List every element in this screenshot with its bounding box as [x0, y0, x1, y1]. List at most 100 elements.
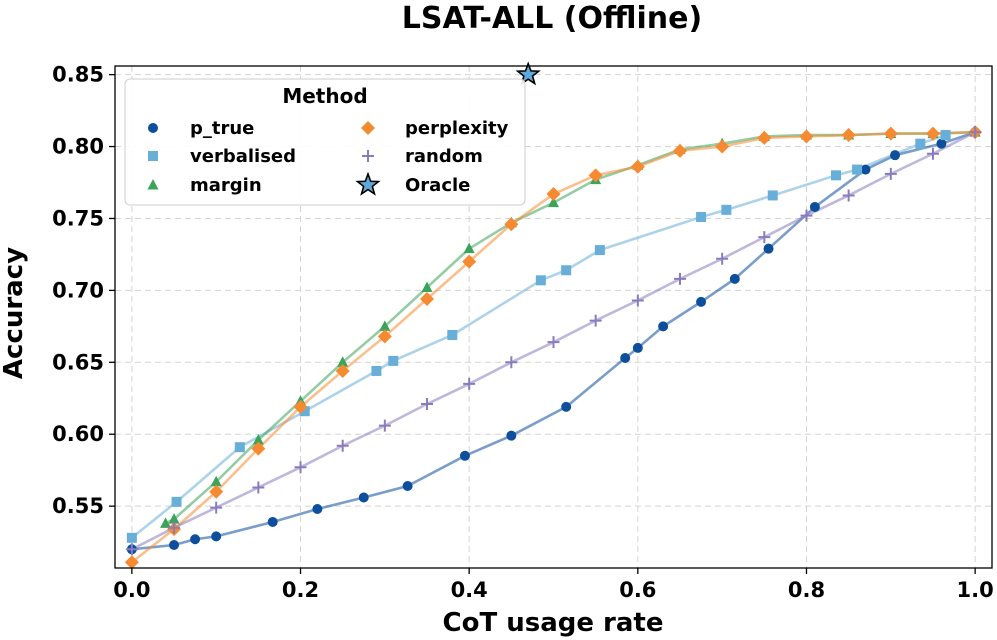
data-point-perplexity: [209, 484, 224, 499]
legend-label-verbalised: verbalised: [190, 146, 296, 167]
data-point-verbalised: [234, 442, 245, 453]
legend-title: Method: [282, 84, 367, 108]
data-point-margin: [548, 196, 559, 208]
y-tick-label: 0.60: [52, 422, 104, 446]
y-axis-label: Accuracy: [0, 247, 29, 379]
data-point-perplexity: [925, 126, 940, 141]
legend-marker-margin: [147, 179, 159, 190]
data-point-perplexity: [546, 187, 561, 202]
data-point-p-true: [658, 321, 669, 332]
legend-label-perplexity: perplexity: [405, 118, 509, 139]
legend-item-random: random: [362, 146, 483, 167]
data-point-verbalised: [388, 355, 399, 366]
data-point-random: [463, 377, 476, 390]
data-point-verbalised: [535, 275, 546, 286]
data-point-random: [969, 126, 982, 139]
data-point-perplexity: [630, 159, 645, 174]
plot-frame: [114, 65, 993, 569]
data-point-p-true: [809, 201, 820, 212]
legend-marker-verbalised: [148, 151, 158, 161]
data-point-perplexity: [715, 139, 730, 154]
data-point-p-true: [358, 492, 369, 503]
data-point-perplexity: [420, 292, 435, 307]
oracle-point: [515, 61, 541, 86]
data-point-margin: [463, 242, 475, 254]
data-point-p-true: [620, 352, 631, 363]
data-point-p-true: [890, 150, 901, 161]
data-point-p-true: [402, 481, 413, 492]
series-markers: [124, 125, 983, 570]
legend-item-verbalised: verbalised: [148, 146, 296, 167]
data-point-random: [294, 461, 307, 474]
data-point-verbalised: [171, 496, 182, 507]
series-points-random: [125, 126, 982, 556]
data-point-random: [673, 272, 686, 285]
data-point-random: [336, 439, 349, 452]
data-point-random: [505, 356, 518, 369]
data-point-p-true: [696, 296, 707, 307]
data-point-p-true: [632, 342, 643, 353]
x-axis-label: CoT usage rate: [443, 608, 664, 638]
x-tick-label: 0.2: [282, 578, 319, 602]
data-point-p-true: [169, 539, 180, 550]
series-points-verbalised: [126, 130, 951, 543]
legend-item-oracle: Oracle: [355, 171, 470, 196]
data-point-p-true: [267, 516, 278, 527]
data-point-random: [589, 314, 602, 327]
data-point-perplexity: [841, 128, 856, 143]
data-point-random: [758, 231, 771, 244]
data-point-margin: [379, 320, 391, 331]
x-axis-ticks: 0.0 0.2 0.4 0.6 0.8 1.0: [113, 568, 994, 602]
data-point-p-true: [459, 450, 470, 461]
legend: Method p_true verbalised margin perplexity r…: [124, 78, 526, 206]
x-tick-label: 1.0: [957, 578, 994, 602]
data-point-perplexity: [462, 254, 477, 269]
data-point-verbalised: [447, 329, 458, 340]
data-point-p-true: [936, 138, 947, 149]
data-point-p-true: [860, 164, 871, 175]
data-point-perplexity: [377, 329, 392, 344]
data-point-perplexity: [504, 217, 519, 232]
data-point-verbalised: [594, 245, 605, 256]
data-point-verbalised: [915, 138, 926, 149]
data-point-perplexity: [293, 399, 308, 414]
y-tick-label: 0.85: [52, 63, 104, 87]
data-point-random: [125, 543, 138, 556]
data-point-verbalised: [299, 406, 310, 417]
x-tick-label: 0.8: [788, 578, 825, 602]
data-point-p-true: [506, 430, 517, 441]
data-point-p-true: [190, 534, 201, 545]
grid: [115, 66, 992, 568]
data-point-margin: [210, 475, 222, 487]
data-point-random: [842, 189, 855, 202]
legend-label-oracle: Oracle: [405, 175, 470, 196]
data-point-margin: [337, 356, 349, 367]
data-point-verbalised: [696, 212, 707, 223]
y-tick-label: 0.70: [52, 278, 104, 302]
data-point-perplexity: [883, 126, 898, 141]
data-point-random: [631, 294, 644, 307]
data-point-random: [168, 521, 181, 534]
data-point-random: [378, 419, 391, 432]
legend-label-random: random: [405, 146, 483, 167]
y-tick-label: 0.55: [52, 494, 104, 518]
data-point-random: [547, 336, 560, 349]
data-point-perplexity: [251, 441, 266, 456]
x-tick-label: 0.0: [113, 578, 150, 602]
legend-item-perplexity: perplexity: [361, 118, 509, 139]
data-point-random: [800, 209, 813, 222]
data-point-perplexity: [335, 363, 350, 378]
data-point-p-true: [763, 243, 774, 254]
data-point-random: [421, 398, 434, 411]
data-point-perplexity: [672, 143, 687, 158]
legend-marker-random: [362, 150, 374, 162]
data-point-margin: [252, 433, 264, 445]
data-point-perplexity: [757, 130, 772, 145]
data-point-verbalised: [940, 130, 951, 141]
data-point-random: [926, 147, 939, 160]
legend-marker-perplexity: [361, 121, 375, 135]
legend-label-p-true: p_true: [190, 118, 254, 139]
data-point-verbalised: [126, 532, 137, 543]
data-point-p-true: [312, 504, 323, 515]
